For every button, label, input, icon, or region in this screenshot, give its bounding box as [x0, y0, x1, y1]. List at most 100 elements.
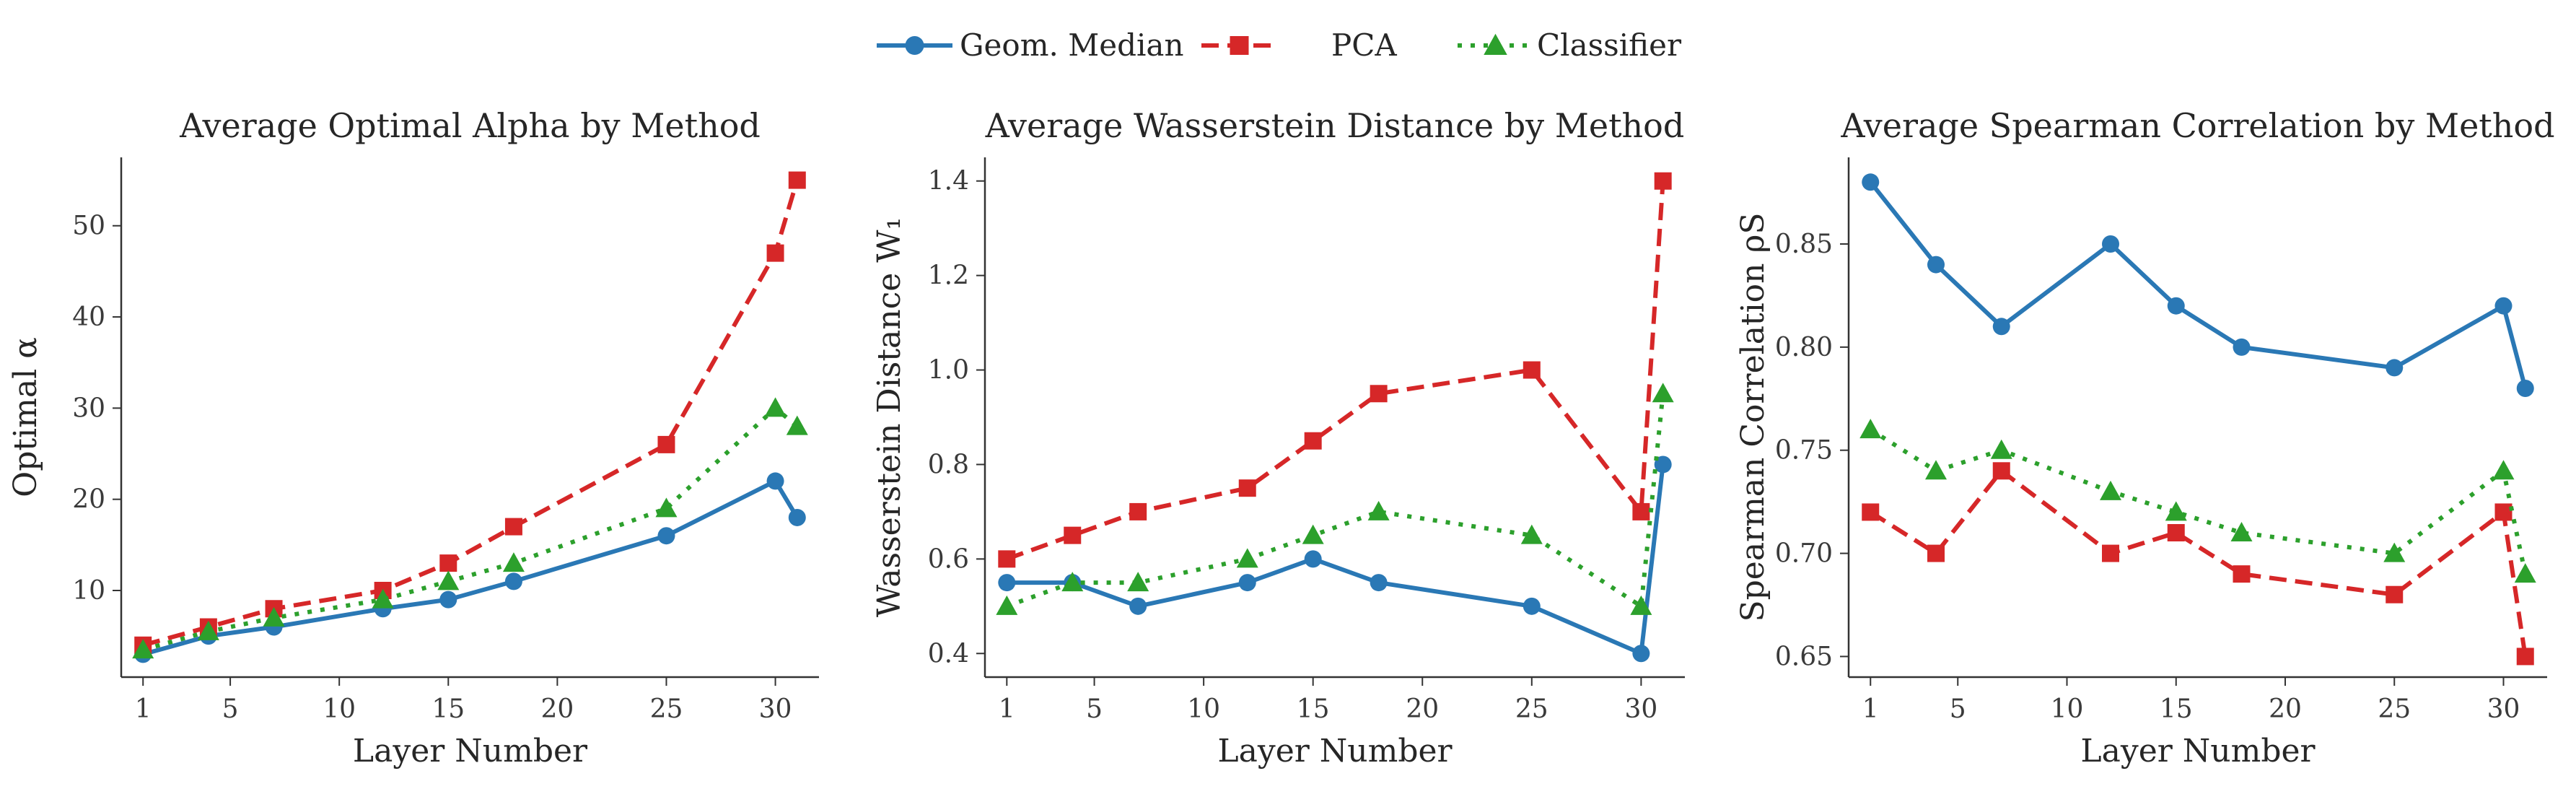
legend-label-0: Geom. Median [960, 27, 1184, 63]
data-point [2165, 501, 2187, 521]
y-tick-label: 1.2 [928, 261, 969, 291]
data-point [1862, 173, 1880, 191]
data-point [2516, 380, 2534, 397]
series-line [141, 479, 799, 657]
data-point [1654, 455, 1672, 474]
data-point [2494, 503, 2513, 521]
data-point [1061, 572, 1084, 592]
data-point [2514, 563, 2536, 583]
data-point [2233, 338, 2251, 356]
chart-title: Average Optimal Alpha by Method [179, 106, 761, 145]
data-point [1238, 479, 1256, 497]
x-tick-label: 1 [135, 694, 152, 724]
data-point [437, 570, 460, 590]
x-tick-label: 5 [1950, 694, 1966, 724]
data-point [2233, 565, 2251, 583]
data-point [197, 620, 219, 640]
data-point [1992, 318, 2010, 336]
x-tick-label: 25 [2378, 694, 2411, 724]
legend-marker-0 [905, 36, 924, 55]
data-point [1370, 385, 1388, 403]
data-point [786, 415, 808, 435]
data-point [655, 497, 678, 518]
y-axis-label: Spearman Correlation ρS [1735, 212, 1771, 622]
data-point [2167, 524, 2185, 541]
data-point [1859, 419, 1882, 439]
data-point [1129, 597, 1147, 615]
data-point [788, 171, 806, 189]
series-line [1868, 180, 2528, 391]
y-tick-label: 0.75 [1775, 436, 1833, 466]
x-tick-label: 30 [1624, 694, 1657, 724]
series-line [1869, 427, 2528, 575]
y-tick-label: 10 [72, 576, 105, 606]
y-tick-label: 0.6 [928, 544, 969, 574]
data-point [2230, 522, 2253, 541]
data-point [1304, 432, 1322, 450]
data-point [998, 550, 1016, 568]
x-tick-label: 15 [1297, 694, 1330, 724]
x-tick-label: 20 [2269, 694, 2302, 724]
data-point [1632, 502, 1650, 520]
data-point [1990, 439, 2012, 459]
data-point [2100, 480, 2121, 500]
data-point [2102, 544, 2119, 562]
data-point [1523, 597, 1541, 615]
y-tick-label: 0.8 [928, 450, 969, 479]
x-tick-label: 25 [1515, 694, 1548, 724]
y-tick-label: 0.85 [1775, 230, 1833, 259]
data-point [1862, 503, 1880, 521]
y-tick-label: 0.70 [1775, 539, 1833, 569]
data-point [657, 435, 675, 453]
y-tick-label: 50 [72, 212, 105, 241]
x-tick-label: 10 [2051, 694, 2084, 724]
data-point [1370, 574, 1388, 592]
data-point [1632, 645, 1650, 663]
chart-title: Average Spearman Correlation by Method [1840, 106, 2554, 145]
x-tick-label: 15 [431, 694, 465, 724]
data-point [2167, 297, 2185, 315]
x-axis-label: Layer Number [2080, 733, 2316, 770]
y-tick-label: 1.0 [928, 356, 969, 385]
legend-label-2: Classifier [1537, 27, 1682, 63]
y-tick-label: 40 [72, 302, 105, 332]
data-point [1127, 572, 1149, 592]
y-tick-label: 20 [72, 485, 105, 515]
data-point [1304, 550, 1322, 568]
data-point [1927, 256, 1945, 274]
data-point [2492, 460, 2515, 480]
y-tick-label: 0.4 [928, 639, 969, 668]
data-point [766, 472, 784, 490]
series-2 [1859, 419, 2536, 583]
series-2 [996, 383, 1674, 615]
data-point [1925, 460, 1947, 480]
series-1 [1862, 462, 2534, 666]
data-point [439, 554, 457, 572]
series-2 [132, 397, 808, 659]
data-point [996, 595, 1018, 615]
data-point [2386, 585, 2404, 603]
data-point [1302, 524, 1324, 544]
data-point [132, 639, 154, 659]
data-point [1367, 500, 1390, 520]
series-line [1004, 462, 1665, 656]
data-point [764, 397, 787, 417]
x-tick-label: 1 [1862, 694, 1879, 724]
series-line [1869, 468, 2528, 657]
data-point [2386, 359, 2404, 377]
data-point [1129, 502, 1147, 520]
data-point [998, 574, 1016, 592]
data-point [372, 588, 394, 609]
data-point [2516, 648, 2534, 666]
legend: Geom. Median PCA Classifier [877, 27, 1682, 63]
data-point [502, 552, 525, 572]
data-point [657, 527, 675, 545]
series-line [1006, 393, 1665, 609]
legend-marker-2 [1484, 33, 1507, 55]
data-point [1654, 172, 1672, 190]
x-tick-label: 20 [540, 694, 574, 724]
x-tick-label: 30 [2487, 694, 2520, 724]
